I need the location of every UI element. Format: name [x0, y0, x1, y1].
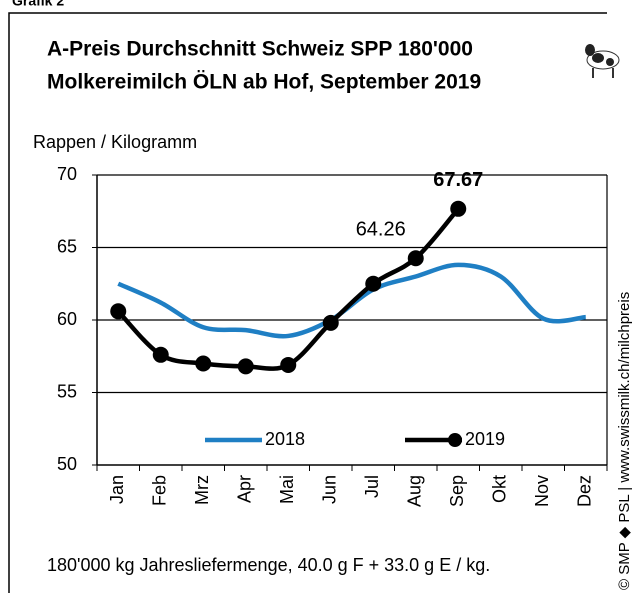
x-tick-label: Jun: [320, 475, 340, 504]
cow-icon: [585, 44, 620, 78]
data-label: 64.26: [356, 219, 406, 241]
y-tick-label: 65: [57, 236, 77, 256]
marker: [237, 358, 254, 375]
y-tick-label: 55: [57, 381, 77, 401]
x-tick-label: Aug: [405, 475, 425, 507]
y-axis-label: Rappen / Kilogramm: [33, 132, 197, 152]
chart-title: Molkereimilch ÖLN ab Hof, September 2019: [47, 71, 481, 94]
figure-label: Grafik 2: [12, 0, 64, 9]
x-tick-label: Okt: [490, 475, 510, 503]
footnote: 180'000 kg Jahresliefermenge, 40.0 g F +…: [47, 555, 490, 575]
marker: [365, 275, 382, 292]
x-tick-label: Sep: [447, 475, 467, 507]
data-label: 67.67: [433, 169, 483, 191]
marker: [110, 303, 127, 320]
x-tick-label: Feb: [150, 475, 170, 506]
marker: [322, 314, 339, 331]
x-tick-label: Jul: [362, 475, 382, 498]
marker: [450, 200, 467, 217]
y-tick-label: 50: [57, 454, 77, 474]
y-tick-label: 70: [57, 164, 77, 184]
marker: [195, 355, 212, 372]
legend-label: 2019: [465, 429, 505, 449]
marker: [152, 346, 169, 363]
x-tick-label: Dez: [575, 475, 595, 507]
source: © SMP ◆ PSL | www.swissmilk.ch/milchprei…: [616, 292, 633, 590]
frame: [8, 12, 607, 593]
x-tick-label: Mai: [277, 475, 297, 504]
x-tick-label: Apr: [235, 475, 255, 503]
marker: [280, 356, 297, 373]
x-tick-label: Nov: [532, 475, 552, 507]
marker: [407, 250, 424, 267]
y-tick-label: 60: [57, 309, 77, 329]
chart-title: A-Preis Durchschnitt Schweiz SPP 180'000: [47, 38, 473, 61]
series-line: [116, 207, 460, 371]
x-tick-label: Mrz: [192, 475, 212, 505]
legend-marker: [448, 433, 462, 447]
x-tick-label: Jan: [107, 475, 127, 504]
legend-label: 2018: [265, 429, 305, 449]
